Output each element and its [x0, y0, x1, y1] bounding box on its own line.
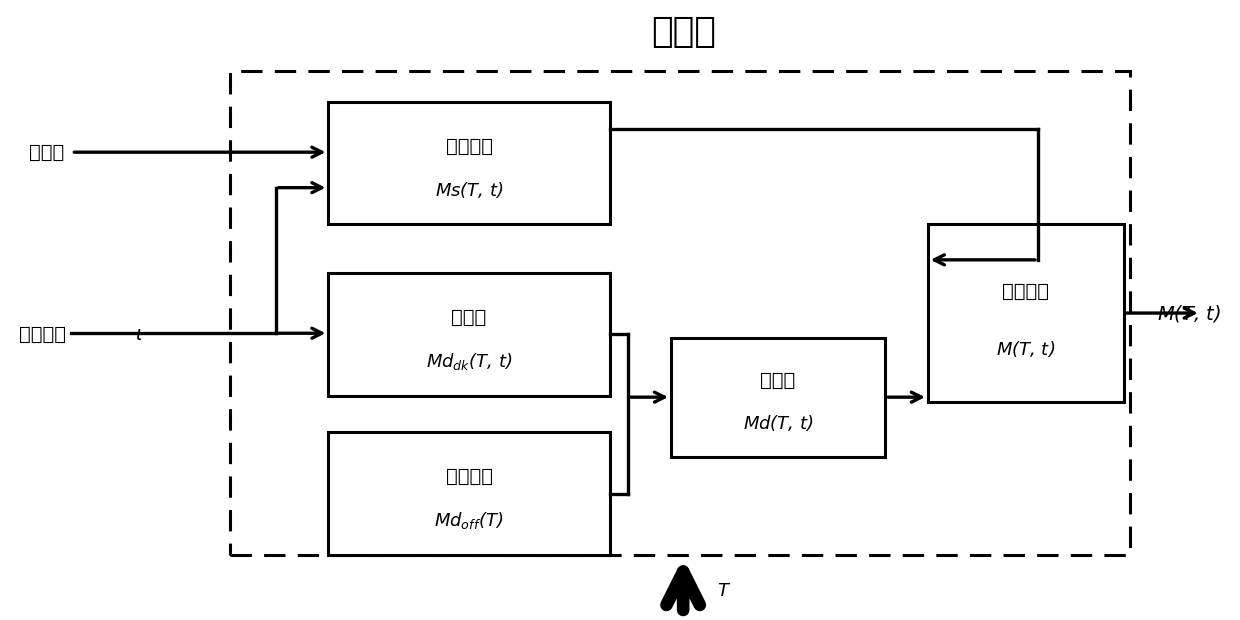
Bar — [671, 337, 885, 457]
Text: 偏置电压: 偏置电压 — [445, 467, 492, 486]
Text: 信号输出: 信号输出 — [445, 136, 492, 156]
Text: $T$: $T$ — [718, 582, 732, 600]
Bar — [329, 273, 610, 396]
Text: 暗电压: 暗电压 — [451, 308, 486, 327]
Text: 曝光时间: 曝光时间 — [19, 325, 66, 344]
Text: $M$($T$, $t$): $M$($T$, $t$) — [996, 339, 1055, 358]
Text: $Md_{dk}$($T$, $t$): $Md_{dk}$($T$, $t$) — [425, 351, 512, 372]
Text: 暗输出: 暗输出 — [760, 371, 796, 390]
Text: $\iota$: $\iota$ — [135, 325, 143, 344]
Bar — [928, 224, 1123, 402]
Text: 总体输出: 总体输出 — [1002, 282, 1049, 301]
Text: $M$($T$, $t$): $M$($T$, $t$) — [1157, 303, 1220, 324]
Bar — [231, 71, 1130, 555]
Text: $Ms$($T$, $t$): $Ms$($T$, $t$) — [435, 180, 503, 200]
Text: 温度: 温度 — [671, 581, 694, 600]
Text: 光谱仪: 光谱仪 — [651, 15, 715, 49]
Text: $Md_{off}$($T$): $Md_{off}$($T$) — [434, 510, 503, 531]
Text: $Md$($T$, $t$): $Md$($T$, $t$) — [743, 414, 813, 433]
Bar — [329, 102, 610, 224]
Text: 入射光: 入射光 — [29, 143, 64, 162]
Bar — [329, 432, 610, 555]
